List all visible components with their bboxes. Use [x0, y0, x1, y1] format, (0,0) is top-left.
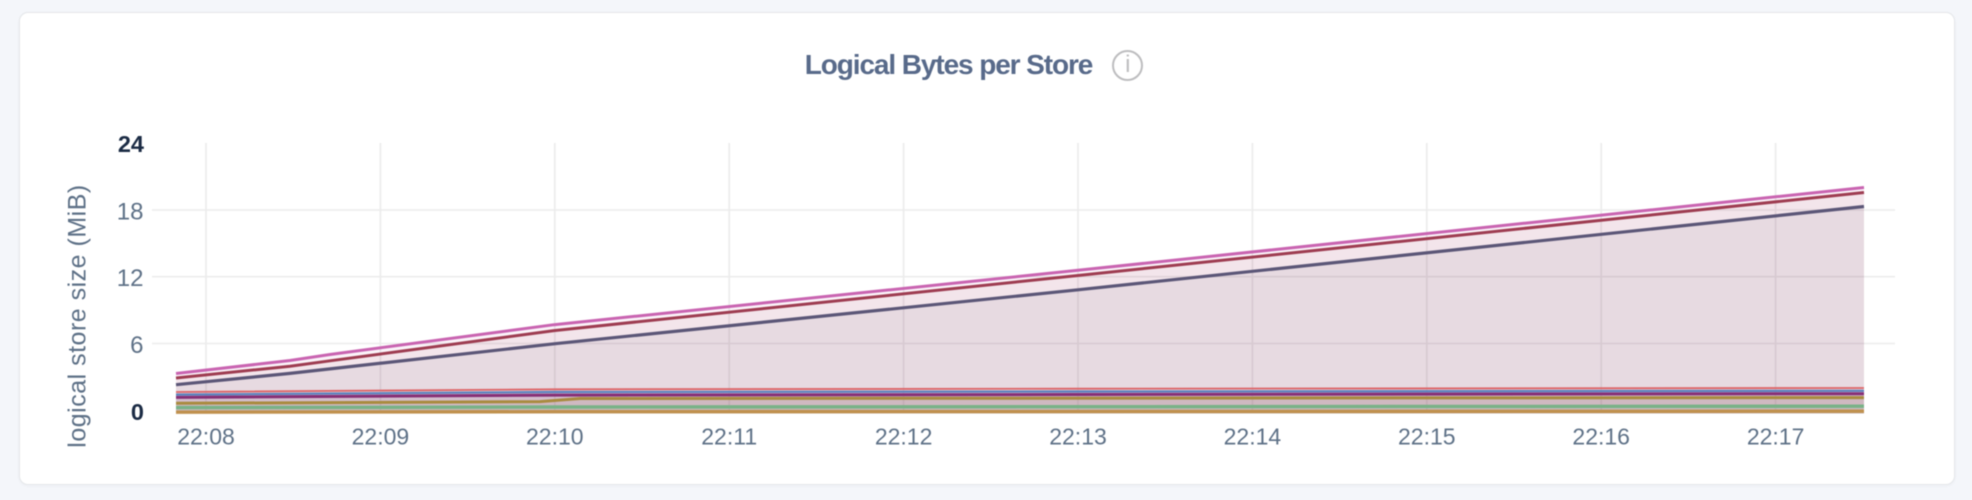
svg-text:22:10: 22:10: [526, 424, 584, 450]
svg-text:22:09: 22:09: [352, 424, 410, 450]
svg-text:22:13: 22:13: [1049, 424, 1107, 450]
svg-text:22:16: 22:16: [1572, 424, 1630, 450]
svg-text:24: 24: [118, 131, 144, 157]
svg-text:22:15: 22:15: [1398, 424, 1456, 450]
svg-text:12: 12: [117, 265, 144, 292]
svg-text:22:11: 22:11: [701, 424, 757, 450]
svg-text:22:08: 22:08: [177, 424, 235, 450]
svg-text:logical store size (MiB): logical store size (MiB): [64, 184, 92, 447]
svg-text:0: 0: [131, 399, 144, 425]
svg-text:18: 18: [117, 199, 144, 226]
svg-text:22:17: 22:17: [1747, 424, 1805, 450]
svg-text:22:14: 22:14: [1224, 424, 1282, 450]
svg-text:22:12: 22:12: [875, 424, 933, 450]
svg-text:6: 6: [130, 332, 143, 359]
